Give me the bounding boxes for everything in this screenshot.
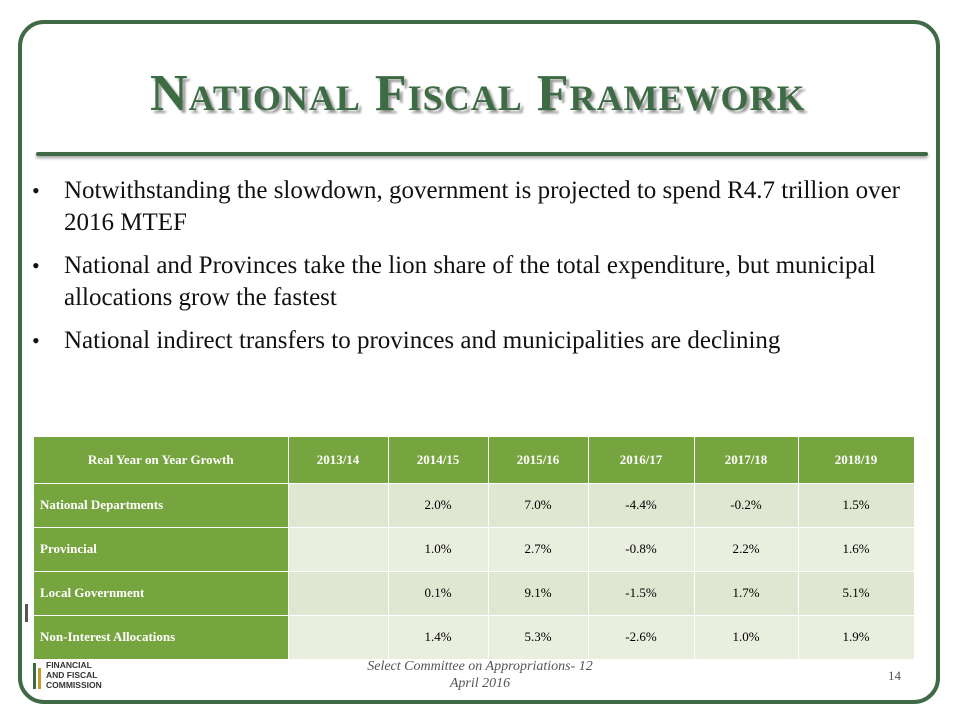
table-cell: 1.5% (798, 483, 915, 528)
table-cell: 0.1% (388, 571, 489, 616)
table-cell: 1.4% (388, 615, 489, 660)
table-cell: -2.6% (588, 615, 695, 660)
bullet-item: • National indirect transfers to province… (32, 325, 922, 357)
commission-logo-text: FINANCIAL AND FISCAL COMMISSION (46, 660, 102, 690)
table-cell: -0.2% (694, 483, 799, 528)
row-label: National Departments (34, 483, 289, 528)
table-cell: 2.0% (388, 483, 489, 528)
growth-table: Real Year on Year Growth 2013/14 2014/15… (34, 437, 915, 660)
table-header-cell: Real Year on Year Growth (34, 437, 289, 484)
table-cell (288, 571, 389, 616)
table-cell (288, 483, 389, 528)
table-header-cell: 2018/19 (798, 437, 915, 484)
table-cell: 9.1% (488, 571, 589, 616)
bullet-text: National and Provinces take the lion sha… (64, 252, 876, 311)
row-label: Provincial (34, 527, 289, 572)
table-cell (288, 615, 389, 660)
row-label: Non-Interest Allocations (34, 615, 289, 660)
footer-caption: Select Committee on Appropriations- 12 A… (330, 658, 630, 692)
slide-title: National Fiscal Framework (150, 65, 806, 122)
table-row: Local Government 0.1% 9.1% -1.5% 1.7% 5.… (34, 571, 915, 616)
table-header-cell: 2016/17 (588, 437, 695, 484)
bullet-item: • National and Provinces take the lion sh… (32, 250, 922, 314)
table-cell (288, 527, 389, 572)
table-cell: 1.6% (798, 527, 915, 572)
commission-logo-icon (33, 663, 41, 689)
table-cell: 5.3% (488, 615, 589, 660)
logo-line: FINANCIAL (46, 660, 92, 670)
page-number: 14 (888, 668, 901, 683)
table-header-cell: 2015/16 (488, 437, 589, 484)
bullet-dot-icon: • (32, 253, 40, 278)
table-header-cell: 2014/15 (388, 437, 489, 484)
table-cell: -1.5% (588, 571, 695, 616)
title-divider (36, 152, 928, 156)
table-cell: 7.0% (488, 483, 589, 528)
table-row: National Departments 2.0% 7.0% -4.4% -0.… (34, 483, 915, 528)
table-cell: 1.0% (694, 615, 799, 660)
row-label: Local Government (34, 571, 289, 616)
bullet-text: National indirect transfers to provinces… (64, 327, 781, 354)
bullet-dot-icon: • (32, 328, 40, 353)
logo-line: COMMISSION (46, 680, 102, 690)
bullet-text: Notwithstanding the slowdown, government… (64, 177, 900, 236)
logo-line: AND FISCAL (46, 670, 98, 680)
table-cell: 1.9% (798, 615, 915, 660)
table-row: Non-Interest Allocations 1.4% 5.3% -2.6%… (34, 615, 915, 660)
table-cell: -4.4% (588, 483, 695, 528)
table-cell: 1.7% (694, 571, 799, 616)
bullet-item: • Notwithstanding the slowdown, governmen… (32, 175, 922, 239)
footer-caption-line: April 2016 (449, 676, 511, 691)
bullet-list: • Notwithstanding the slowdown, governmen… (32, 175, 922, 368)
bullet-dot-icon: • (32, 178, 40, 203)
cursor-mark (25, 604, 28, 622)
table-cell: 1.0% (388, 527, 489, 572)
footer-caption-line: Select Committee on Appropriations- 12 (367, 659, 593, 674)
table-cell: -0.8% (588, 527, 695, 572)
table-cell: 2.7% (488, 527, 589, 572)
table-row: Provincial 1.0% 2.7% -0.8% 2.2% 1.6% (34, 527, 915, 572)
table-header-cell: 2017/18 (694, 437, 799, 484)
table-header-row: Real Year on Year Growth 2013/14 2014/15… (34, 437, 915, 484)
table-header-cell: 2013/14 (288, 437, 389, 484)
table-cell: 2.2% (694, 527, 799, 572)
table-cell: 5.1% (798, 571, 915, 616)
